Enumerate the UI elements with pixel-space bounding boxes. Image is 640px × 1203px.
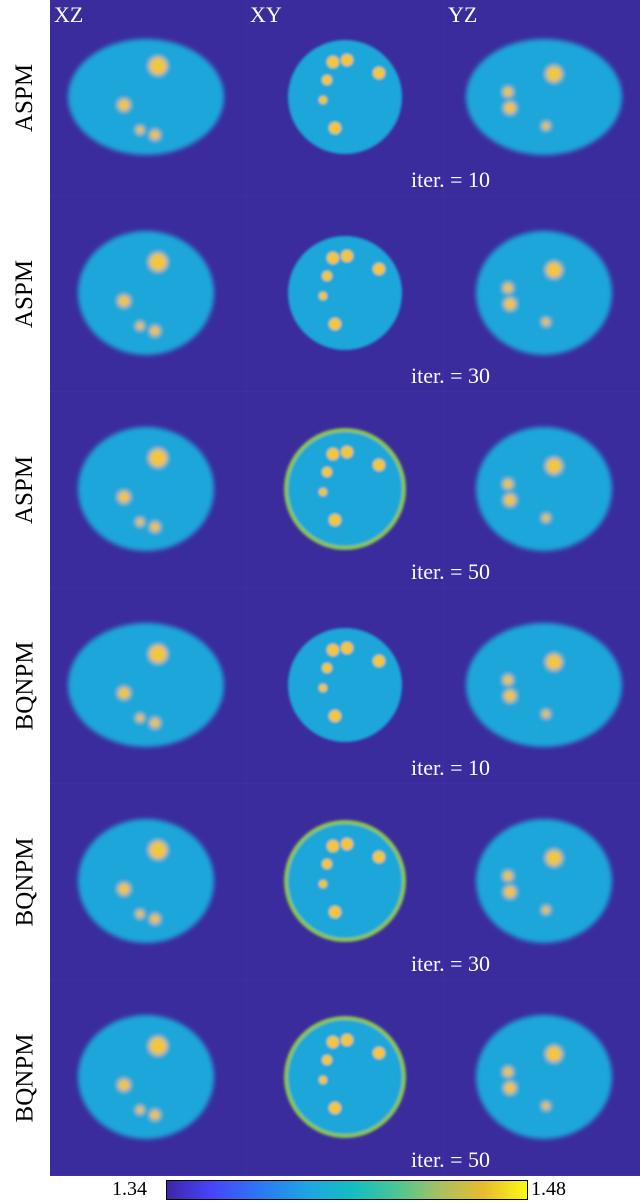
image-tile-r5-c2	[444, 980, 640, 1175]
cell-reconstruction-image	[78, 231, 214, 355]
cell-reconstruction-image	[288, 40, 402, 154]
image-tile-r4-c2	[444, 784, 640, 979]
image-tile-r5-c1	[247, 980, 443, 1175]
cell-reconstruction-image	[78, 819, 214, 943]
iter-label-4: iter. = 30	[410, 951, 490, 976]
image-tile-r2-c1	[247, 392, 443, 587]
iter-label-1: iter. = 30	[410, 363, 490, 388]
iter-label-5: iter. = 50	[410, 1147, 490, 1172]
colorbar: 1.34 1.48	[0, 1178, 640, 1203]
cell-reconstruction-image	[284, 1016, 406, 1138]
iter-label-2: iter. = 50	[410, 559, 490, 584]
image-tile-r2-c0	[50, 392, 246, 587]
row-label-5: BQNPM	[11, 1033, 39, 1123]
image-tile-r2-c2	[444, 392, 640, 587]
cell-reconstruction-image	[476, 1015, 612, 1139]
cell-reconstruction-image	[288, 236, 402, 350]
cell-reconstruction-image	[284, 428, 406, 550]
cell-reconstruction-image	[68, 39, 224, 155]
column-title-xy: XY	[250, 2, 282, 27]
cell-reconstruction-image	[466, 623, 622, 747]
colorbar-min-label: 1.34	[112, 1178, 147, 1200]
column-title-yz: YZ	[448, 2, 478, 27]
image-tile-r1-c0	[50, 196, 246, 391]
image-tile-r0-c0	[50, 0, 246, 195]
image-tile-r1-c1	[247, 196, 443, 391]
row-label-3: BQNPM	[11, 641, 39, 731]
column-title-xz: XZ	[54, 2, 84, 27]
row-label-2: ASPM	[11, 455, 38, 525]
row-label-4: BQNPM	[11, 837, 39, 927]
iter-label-0: iter. = 10	[410, 167, 490, 192]
image-tile-r1-c2	[444, 196, 640, 391]
cell-reconstruction-image	[284, 820, 406, 942]
image-tile-r4-c1	[247, 784, 443, 979]
colorbar-gradient	[166, 1180, 528, 1200]
cell-reconstruction-image	[78, 427, 214, 551]
iter-label-3: iter. = 10	[410, 755, 490, 780]
row-label-1: ASPM	[11, 259, 38, 329]
cell-reconstruction-image	[68, 623, 224, 747]
cell-reconstruction-image	[78, 1015, 214, 1139]
image-tile-r0-c1	[247, 0, 443, 195]
image-tile-r3-c0	[50, 588, 246, 783]
image-tile-r0-c2	[444, 0, 640, 195]
cell-reconstruction-image	[466, 39, 622, 155]
image-grid	[50, 0, 640, 1176]
image-tile-r4-c0	[50, 784, 246, 979]
cell-reconstruction-image	[476, 819, 612, 943]
cell-reconstruction-image	[288, 628, 402, 742]
cell-reconstruction-image	[476, 427, 612, 551]
image-tile-r3-c2	[444, 588, 640, 783]
row-label-0: ASPM	[11, 63, 38, 133]
image-tile-r3-c1	[247, 588, 443, 783]
cell-reconstruction-image	[476, 231, 612, 355]
image-tile-r5-c0	[50, 980, 246, 1175]
colorbar-max-label: 1.48	[531, 1178, 566, 1200]
